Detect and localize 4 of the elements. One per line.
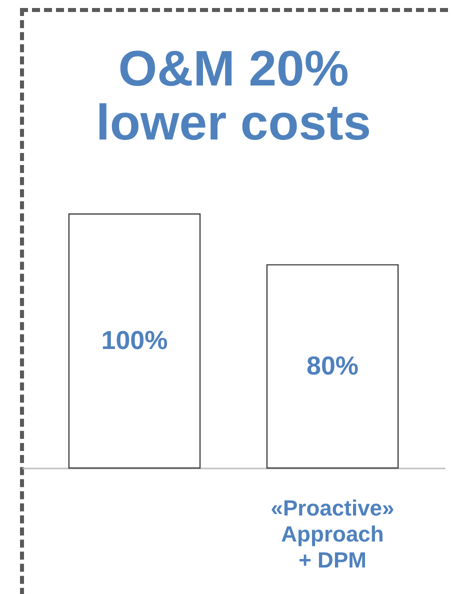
x-tick-label: «Proactive» Approach + DPM xyxy=(270,496,394,572)
chart-title: O&M 20% lower costs xyxy=(96,40,372,150)
data-label: 100% xyxy=(101,325,168,355)
data-label: 80% xyxy=(306,350,359,380)
